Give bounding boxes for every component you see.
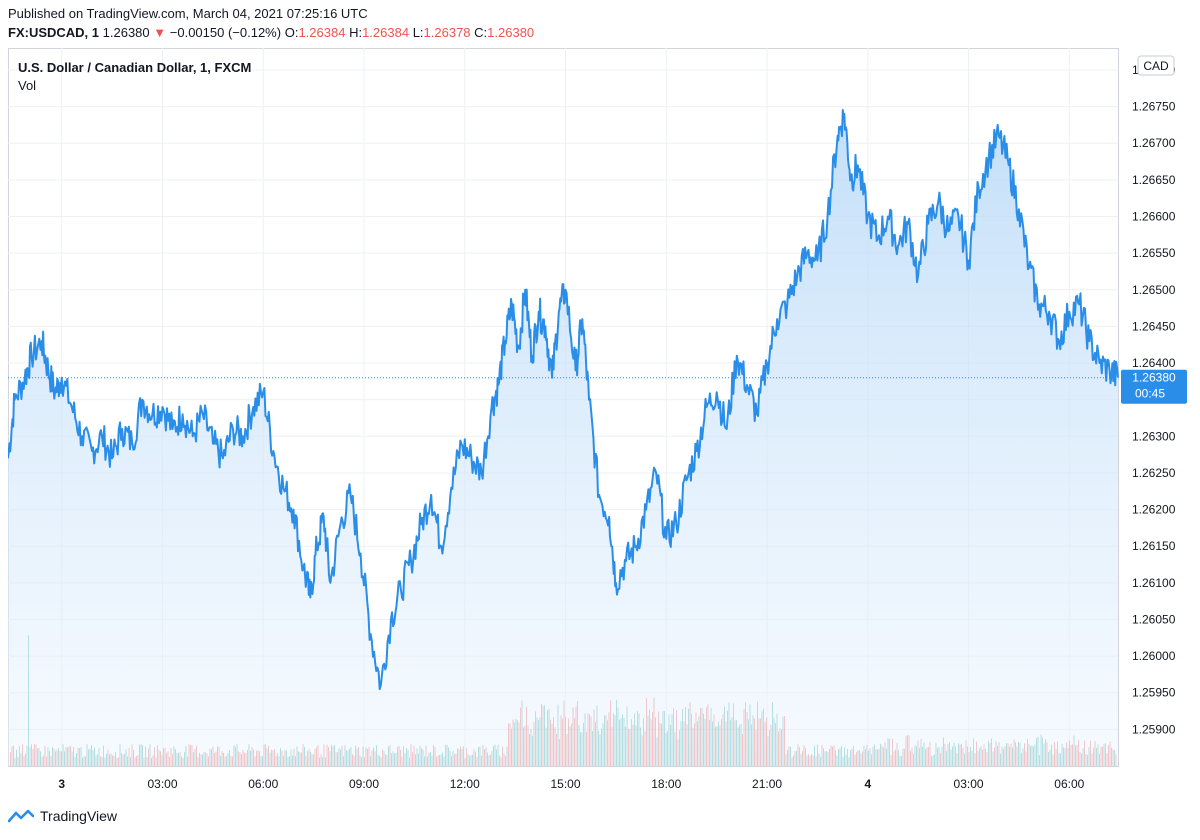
current-price-value: 1.26380 [1132, 371, 1176, 385]
y-tick-label: 1.26000 [1132, 649, 1176, 663]
y-tick-label: 1.26700 [1132, 136, 1176, 150]
y-tick-label: 1.26600 [1132, 210, 1176, 224]
price-change: −0.00150 (−0.12%) [169, 25, 282, 40]
y-tick-label: 1.25950 [1132, 686, 1176, 700]
price-line [7, 109, 1119, 691]
x-tick-label: 21:00 [752, 777, 782, 791]
x-tick-label: 15:00 [551, 777, 581, 791]
footer: TradingView [8, 808, 117, 824]
close-label: C: [474, 25, 488, 40]
x-tick-label: 06:00 [248, 777, 278, 791]
symbol-label: FX:USDCAD, 1 [8, 25, 100, 40]
open-value: 1.26384 [298, 25, 346, 40]
chart-header: Published on TradingView.com, March 04, … [8, 4, 534, 42]
current-price-box [1121, 369, 1187, 404]
y-tick-label: 1.26150 [1132, 539, 1176, 553]
y-tick-label: 1.26100 [1132, 576, 1176, 590]
low-value: 1.26378 [423, 25, 471, 40]
y-tick-label: 1.26300 [1132, 429, 1176, 443]
bar-countdown: 00:45 [1135, 387, 1165, 401]
current-price-tag: 1.26380 00:45 [1121, 369, 1187, 404]
published-line: Published on TradingView.com, March 04, … [8, 6, 368, 21]
chart-area[interactable]: 1.25900 1.25950 1.26000 1.26050 1.26100 1.261… [7, 48, 1194, 800]
y-tick-label: 1.26050 [1132, 612, 1176, 626]
x-tick-label: 09:00 [349, 777, 379, 791]
y-tick-label: 1.26200 [1132, 503, 1176, 517]
low-label: L: [412, 25, 424, 40]
y-tick-label: 1.26750 [1132, 100, 1176, 114]
y-tick-label: 1.26400 [1132, 356, 1176, 370]
high-label: H: [349, 25, 363, 40]
y-tick-label: 1.26550 [1132, 246, 1176, 260]
y-tick-label: 1.26650 [1132, 173, 1176, 187]
ohlc-line: FX:USDCAD, 1 1.26380 ▼ −0.00150 (−0.12%)… [8, 23, 534, 42]
price-area-fill [8, 110, 1118, 766]
volume-legend: Vol [18, 78, 36, 93]
x-tick-label: 06:00 [1054, 777, 1084, 791]
y-tick-label: 1.25900 [1132, 722, 1176, 736]
tradingview-logo-icon [8, 809, 34, 823]
down-arrow-icon: ▼ [153, 25, 167, 40]
x-tick-label: 03:00 [147, 777, 177, 791]
brand-name: TradingView [40, 808, 118, 824]
x-tick-label: 12:00 [450, 777, 480, 791]
x-tick-label: 03:00 [954, 777, 984, 791]
last-price: 1.26380 [102, 25, 150, 40]
y-tick-label: 1.26450 [1132, 319, 1176, 333]
close-value: 1.26380 [487, 25, 535, 40]
price-chart[interactable]: 1.25900 1.25950 1.26000 1.26050 1.26100 1.261… [7, 48, 1194, 800]
currency-badge[interactable] [1137, 55, 1175, 76]
y-tick-label: 1.26500 [1132, 283, 1176, 297]
y-tick-label: 1.26250 [1132, 466, 1176, 480]
legend-title: U.S. Dollar / Canadian Dollar, 1, FXCM [18, 60, 251, 75]
x-tick-label: 18:00 [651, 777, 681, 791]
high-value: 1.26384 [362, 25, 410, 40]
open-label: O: [284, 25, 299, 40]
x-tick-label: 4 [864, 777, 871, 791]
x-tick-label: 3 [58, 777, 65, 791]
currency-label: CAD [1143, 59, 1169, 73]
